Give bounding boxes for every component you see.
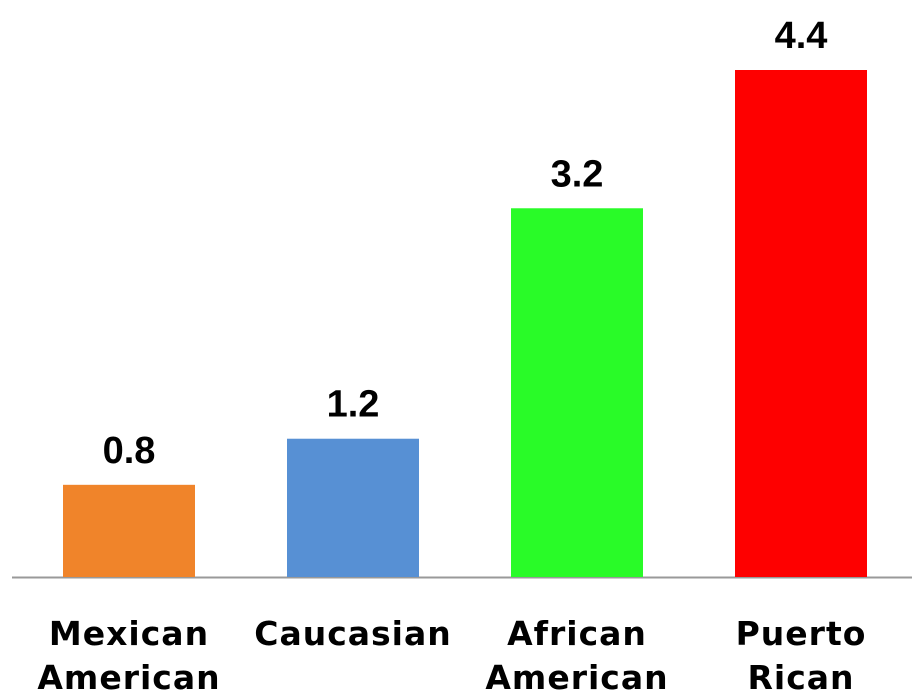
value-label: 3.2 (551, 153, 604, 195)
value-label: 0.8 (103, 430, 156, 472)
bar (511, 208, 643, 578)
bar (735, 70, 867, 577)
x-tick-label: African American (485, 614, 668, 697)
x-tick-label: Caucasian (254, 614, 452, 653)
x-tick-label: Puerto Rican (736, 614, 867, 697)
bar (287, 438, 419, 577)
value-label: 1.2 (327, 384, 380, 426)
value-label: 4.4 (775, 15, 828, 57)
x-tick-label: Mexican American (37, 614, 220, 697)
bar (63, 484, 195, 577)
